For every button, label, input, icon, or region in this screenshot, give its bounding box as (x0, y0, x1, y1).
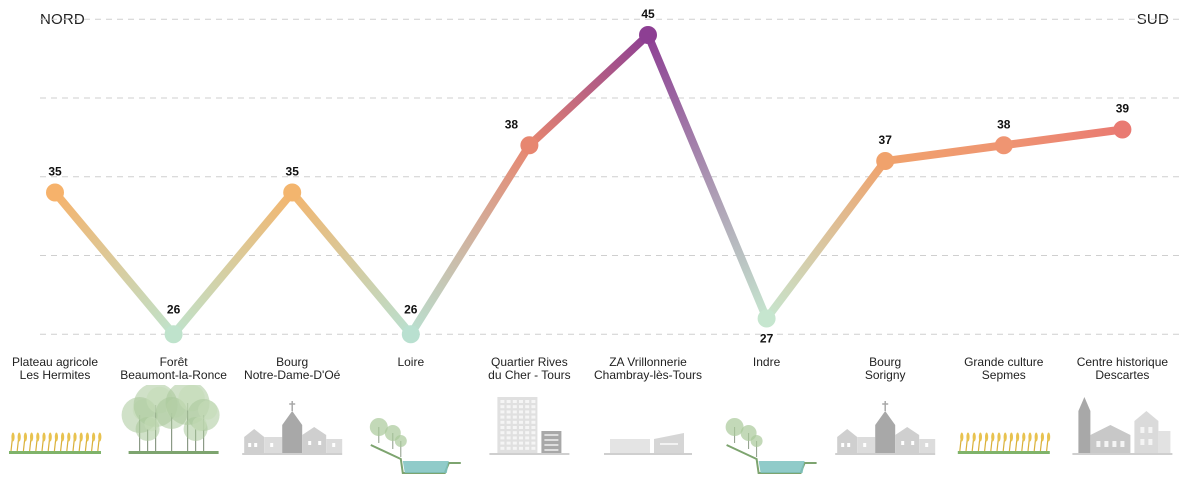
data-points (46, 26, 1132, 344)
data-point-5 (639, 26, 657, 44)
category-label-line: Chambray-lès-Tours (593, 368, 703, 382)
data-point-9 (1113, 120, 1132, 139)
line-segment-4 (525, 31, 652, 150)
line-segment-7 (881, 141, 1008, 165)
category-label-4: Quartier Rives du Cher - Tours (459, 356, 599, 382)
line-segment-1 (169, 188, 297, 339)
data-label-1: 26 (167, 302, 181, 316)
category-label-line: Beaumont-la-Ronce (120, 368, 227, 382)
landscape-illustrations (9, 385, 1173, 474)
village-church-icon (242, 401, 343, 455)
village-church-icon (835, 401, 936, 455)
line-segment-2 (288, 188, 415, 339)
category-label-line: Quartier Rives (491, 355, 568, 369)
data-label-2: 35 (286, 165, 300, 179)
category-label-9: Centre historique Descartes (1052, 356, 1181, 382)
category-label-line: Notre-Dame-D'Oé (244, 368, 341, 382)
data-label-7: 37 (879, 133, 893, 147)
category-label-line: Les Hermites (19, 368, 91, 382)
line-series (51, 31, 1127, 339)
wheat-field-icon (957, 432, 1051, 454)
category-label-line: Descartes (1095, 368, 1150, 382)
category-label-line: Sepmes (981, 368, 1026, 382)
category-label-line: Forêt (159, 355, 188, 369)
category-label-line: Bourg (869, 355, 902, 369)
warehouse-icon (604, 433, 692, 455)
data-point-6 (757, 309, 776, 328)
river-icon (725, 418, 817, 474)
data-label-9: 39 (1116, 102, 1130, 116)
gridlines (40, 18, 1181, 335)
data-label-4: 38 (505, 117, 519, 131)
line-segment-6 (762, 157, 890, 323)
category-label-line: du Cher - Tours (488, 368, 571, 382)
category-label-1: Forêt Beaumont-la-Ronce (104, 356, 244, 382)
historic-church-icon (1072, 397, 1173, 455)
data-point-0 (46, 183, 64, 202)
data-point-1 (164, 325, 183, 344)
line-segment-3 (406, 141, 534, 339)
data-label-5: 45 (641, 7, 655, 21)
data-label-6: 27 (760, 332, 774, 346)
category-label-7: Bourg Sorigny (815, 356, 955, 382)
data-point-2 (283, 183, 302, 202)
category-label-line: Plateau agricole (11, 355, 99, 369)
data-point-8 (994, 136, 1013, 155)
category-label-8: Grande culture Sepmes (934, 356, 1074, 382)
category-label-5: ZA Vrillonnerie Chambray-lès-Tours (578, 356, 718, 382)
category-label-line: Centre historique (1076, 355, 1169, 369)
line-segment-0 (51, 188, 178, 339)
data-point-3 (401, 325, 420, 344)
wheat-field-icon (9, 432, 102, 454)
category-label-line: ZA Vrillonnerie (609, 355, 687, 369)
data-label-0: 35 (48, 165, 62, 179)
data-point-4 (520, 136, 539, 155)
category-label-2: Bourg Notre-Dame-D'Oé (222, 356, 362, 382)
category-label-6: Indre (697, 356, 837, 369)
category-label-line: Bourg (276, 355, 309, 369)
data-label-3: 26 (404, 302, 418, 316)
forest-icon (121, 385, 220, 454)
line-segment-8 (999, 125, 1127, 150)
category-label-line: Indre (752, 355, 781, 369)
data-labels: 35 26 35 26 38 45 27 37 38 39 (48, 7, 1129, 346)
category-label-line: Sorigny (864, 368, 906, 382)
category-label-line: Grande culture (964, 355, 1044, 369)
line-segment-5 (644, 31, 771, 323)
category-label-0: Plateau agricole Les Hermites (0, 356, 125, 382)
river-icon (369, 418, 461, 474)
category-label-line: Loire (397, 355, 425, 369)
data-point-7 (876, 152, 895, 170)
data-label-8: 38 (997, 117, 1011, 131)
towers-icon (489, 397, 570, 455)
line-chart: 35 26 35 26 38 45 27 37 38 39 (40, 7, 1181, 346)
category-label-3: Loire (341, 356, 481, 369)
